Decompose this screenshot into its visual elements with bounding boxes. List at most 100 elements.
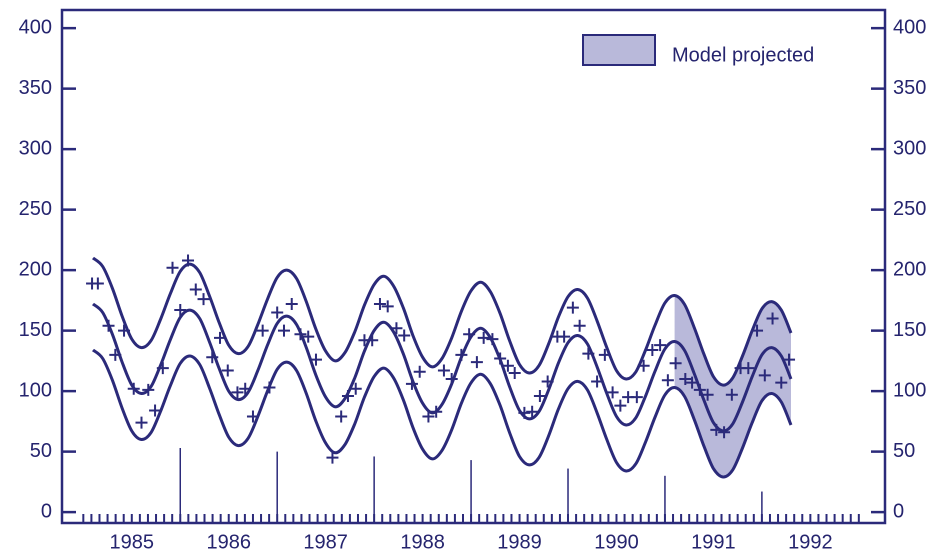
data-point [654,339,667,352]
y2-tick-label: 300 [893,137,926,159]
data-point [430,405,443,418]
data-point [646,343,659,356]
data-point [366,334,379,347]
data-point [541,375,554,388]
data-point [477,331,490,344]
x-tick-label: 1990 [594,531,639,553]
data-point [206,351,219,364]
data-point [285,298,298,311]
data-point [231,386,244,399]
data-point [277,324,290,337]
y2-tick-label: 250 [893,198,926,220]
data-point [669,357,682,370]
y-tick-label: 400 [19,16,52,38]
y2-tick-label: 200 [893,258,926,280]
data-point [501,359,514,372]
legend-label: Model projected [672,44,814,66]
data-point [508,366,521,379]
line [92,348,793,479]
data-point [533,389,546,402]
x-tick-label: 1986 [206,531,251,553]
data-point [221,364,234,377]
y-tick-label: 300 [19,137,52,159]
data-point [486,333,499,346]
y-tick-label: 0 [41,500,52,522]
data-point [326,451,339,464]
data-point [166,261,179,274]
y-tick-label: 50 [30,440,52,462]
data-point [349,382,362,395]
x-tick-label: 1988 [400,531,445,553]
data-point [582,347,595,360]
data-point [573,319,586,332]
data-point [135,416,148,429]
x-tick-label: 1985 [110,531,155,553]
data-point [189,283,202,296]
data-point [775,376,788,389]
data-point [271,306,284,319]
data-point [758,369,771,382]
data-point [598,348,611,361]
data-point [701,388,714,401]
data-point [422,410,435,423]
data-point [239,382,252,395]
data-point [214,331,227,344]
data-point [686,376,699,389]
data-point [526,405,539,418]
data-point [335,410,348,423]
x-tick-label: 1992 [788,531,833,553]
data-point [182,254,195,267]
y2-tick-label: 0 [893,500,904,522]
data-point [591,375,604,388]
legend-swatch [582,34,656,66]
data-point [445,373,458,386]
y2-tick-label: 100 [893,379,926,401]
data-point [156,362,169,375]
data-point [256,324,269,337]
data-point [398,329,411,342]
data-point [118,324,131,337]
data-point [174,304,187,317]
y2-tick-label: 400 [893,16,926,38]
data-point [341,389,354,402]
y-tick-label: 250 [19,198,52,220]
data-point [766,312,779,325]
data-point [246,410,259,423]
plot-frame [60,8,887,525]
y-tick-label: 150 [19,319,52,341]
y2-tick-label: 150 [893,319,926,341]
data-point [725,388,738,401]
data-point [679,373,692,386]
y2-tick-label: 350 [893,77,926,99]
line [92,302,793,433]
data-point [455,348,468,361]
data-point [718,426,731,439]
x-tick-label: 1987 [303,531,348,553]
data-point [661,374,674,387]
data-point [783,353,796,366]
data-point [302,330,315,343]
data-point [614,399,627,412]
data-point [142,383,155,396]
data-point [558,330,571,343]
line [92,256,793,387]
data-point [742,362,755,375]
data-point [373,298,386,311]
data-point [263,381,276,394]
data-point [390,322,403,335]
data-point [637,359,650,372]
data-point [309,353,322,366]
data-point [294,328,307,341]
data-point [470,356,483,369]
x-tick-label: 1989 [497,531,542,553]
y-tick-label: 350 [19,77,52,99]
y2-tick-label: 50 [893,440,915,462]
data-point [494,352,507,365]
data-point [381,300,394,313]
data-point [405,377,418,390]
x-tick-label: 1991 [691,531,736,553]
data-point [413,365,426,378]
projection-area [674,295,791,478]
